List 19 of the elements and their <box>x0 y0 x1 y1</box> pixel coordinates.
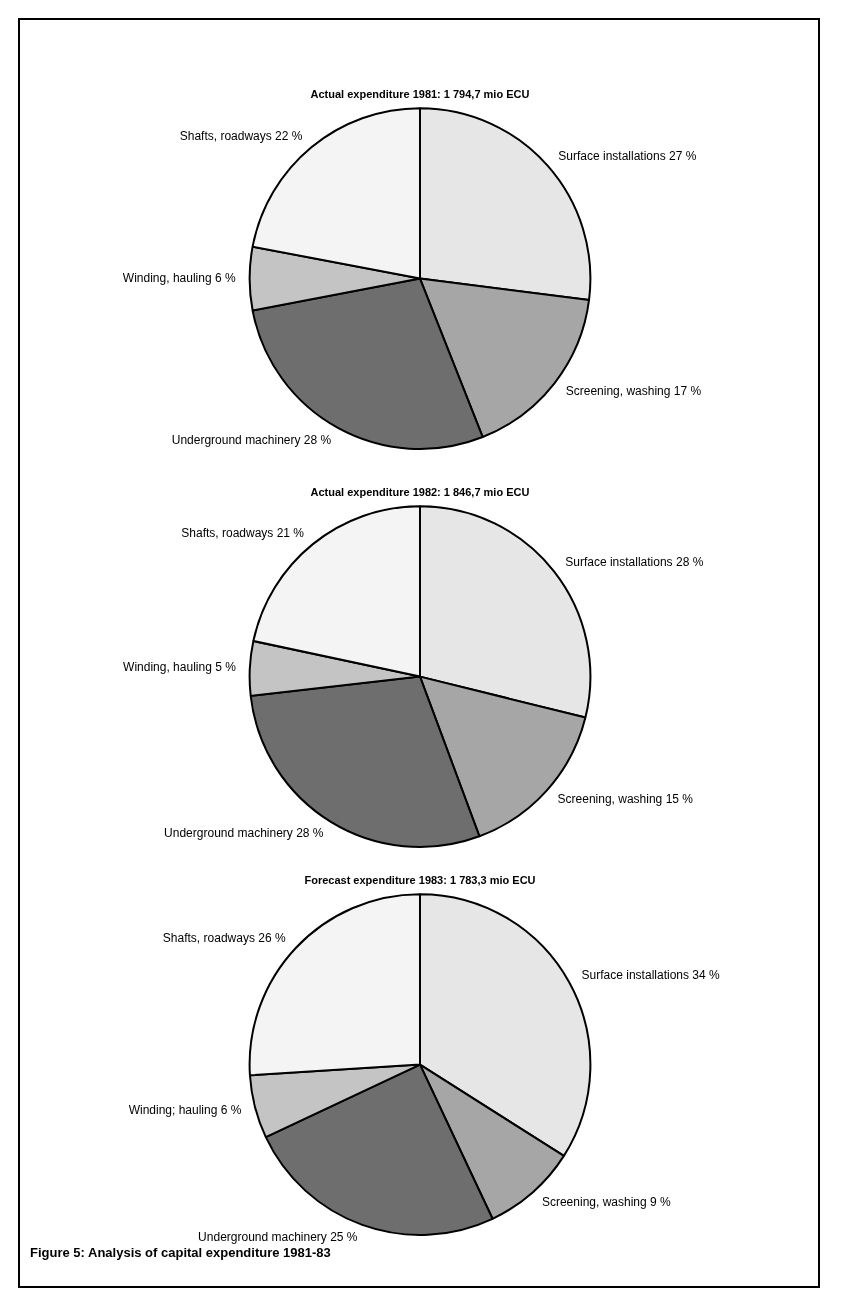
slice-label: Shafts, roadways 22 % <box>179 128 303 143</box>
slice-label: Shafts, roadways 26 % <box>162 930 286 945</box>
chart-title: Actual expenditure 1982: 1 846,7 mio ECU <box>310 485 530 498</box>
slice-label: Screening, washing 17 % <box>565 383 702 398</box>
slice-label: Screening, washing 9 % <box>541 1195 672 1210</box>
chart-title: Forecast expenditure 1983: 1 783,3 mio ECU <box>304 873 536 886</box>
slice-label: Winding, hauling 6 % <box>122 270 236 285</box>
chart-title: Actual expenditure 1981: 1 794,7 mio ECU <box>310 87 530 100</box>
caption: Figure 5: Analysis of capital expenditure 1981-83 <box>30 1245 331 1260</box>
slice-label: Surface installations 28 % <box>565 555 704 570</box>
slice-label: Surface installations 27 % <box>558 148 697 163</box>
slice-label: Underground machinery 25 % <box>198 1230 358 1245</box>
slice-label: Shafts, roadways 21 % <box>181 525 305 540</box>
slice-label: Winding; hauling 6 % <box>128 1102 242 1117</box>
slice-label: Underground machinery 28 % <box>171 432 332 447</box>
slice-label: Screening, washing 15 % <box>557 791 694 806</box>
slice-label: Surface installations 34 % <box>581 968 720 983</box>
slice-label: Underground machinery 28 % <box>164 826 324 841</box>
slice-label: Winding, hauling 5 % <box>123 659 237 674</box>
